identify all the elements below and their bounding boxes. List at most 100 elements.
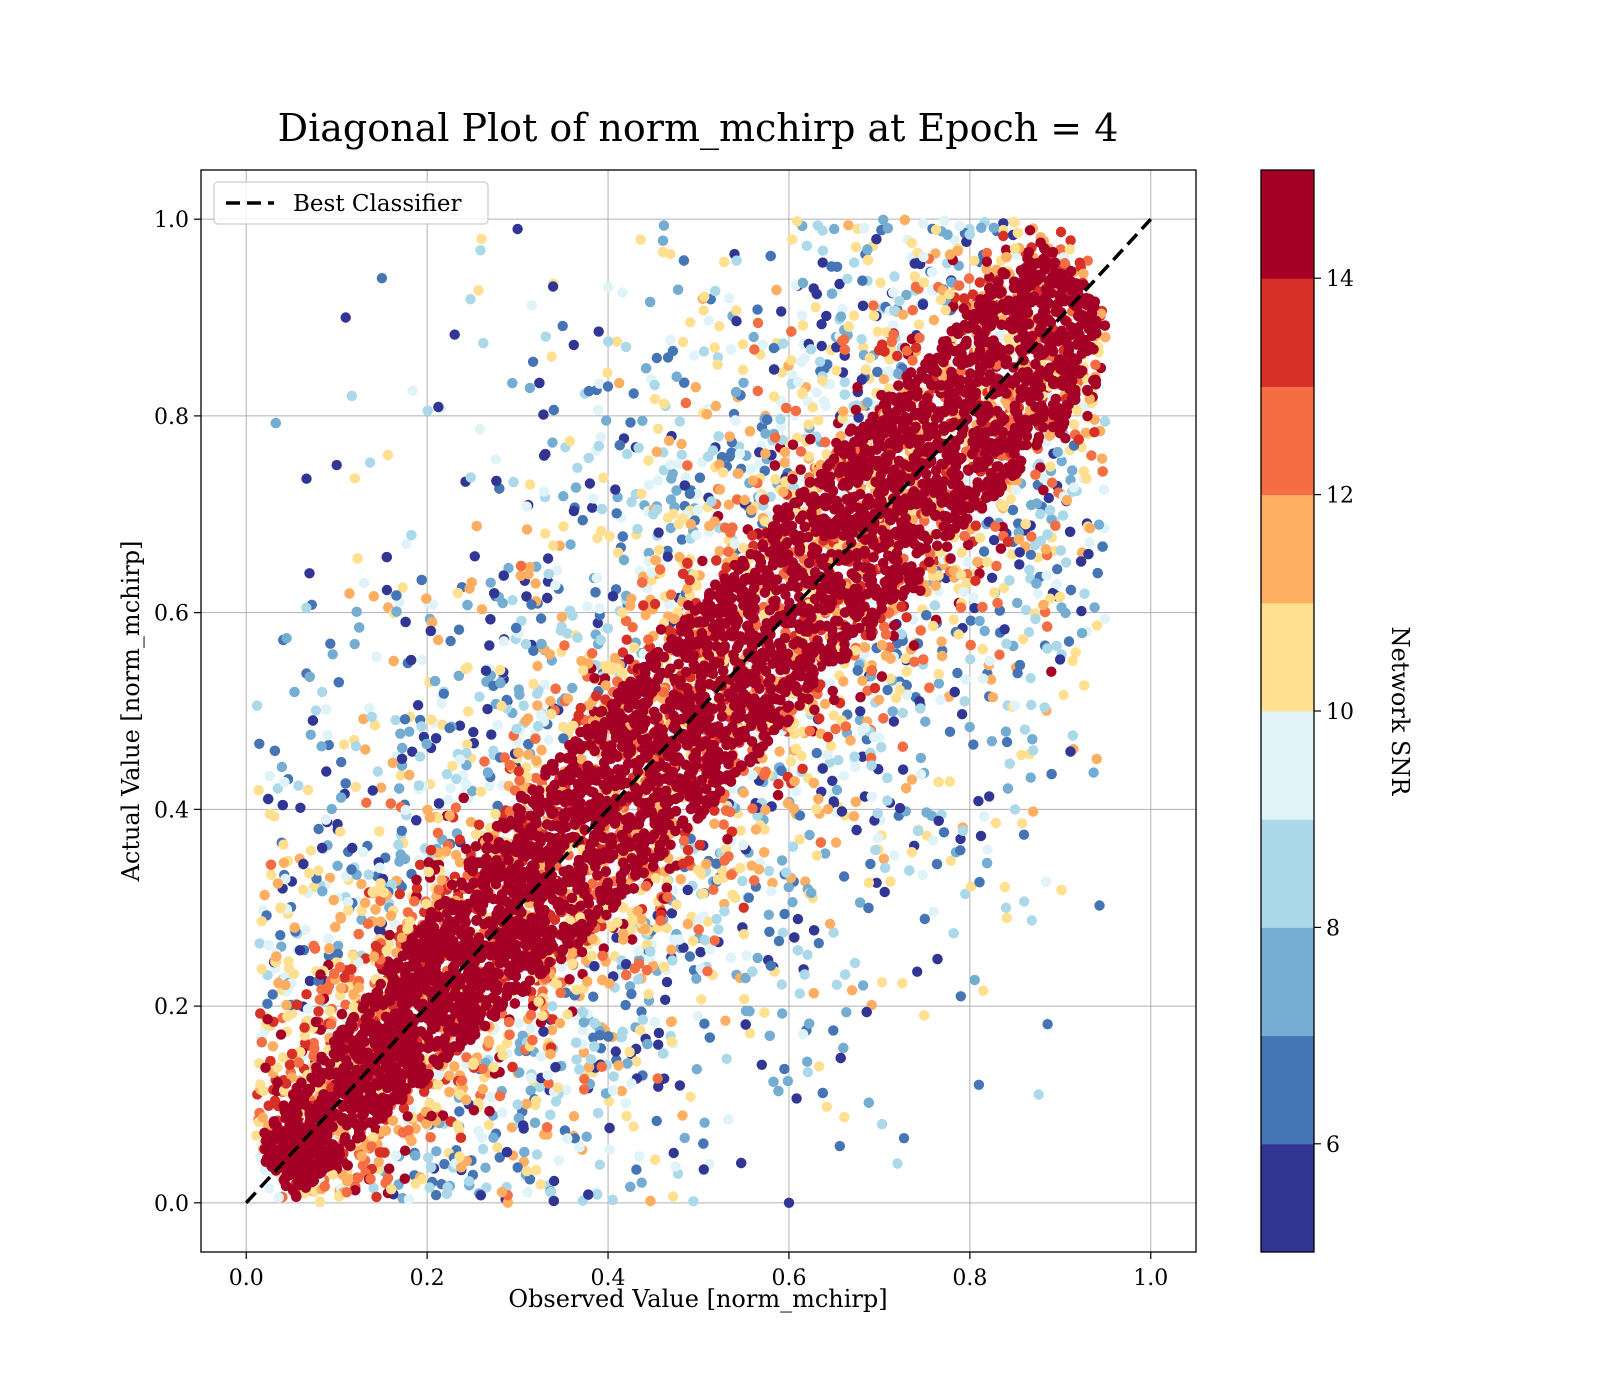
scatter-point <box>820 848 831 859</box>
scatter-point <box>401 538 412 549</box>
scatter-point <box>839 389 850 400</box>
scatter-point <box>787 897 798 908</box>
scatter-point <box>885 876 896 887</box>
scatter-point <box>887 706 898 717</box>
scatter-point <box>765 250 776 262</box>
scatter-point <box>968 739 979 750</box>
scatter-point <box>990 817 1002 829</box>
scatter-point <box>422 405 433 416</box>
scatter-point <box>657 246 669 258</box>
scatter-point <box>976 222 987 233</box>
scatter-point <box>1031 498 1043 509</box>
scatter-point <box>363 869 374 880</box>
scatter-point <box>444 1070 455 1081</box>
scatter-point <box>1035 508 1046 520</box>
scatter-point <box>929 600 941 611</box>
scatter-point <box>394 783 405 794</box>
scatter-point <box>624 1046 635 1058</box>
scatter-point <box>979 625 990 637</box>
scatter-point <box>430 733 442 744</box>
scatter-point <box>621 448 633 460</box>
scatter-point <box>748 331 759 343</box>
scatter-point <box>1020 604 1032 616</box>
scatter-point <box>471 520 482 532</box>
scatter-point <box>771 284 782 296</box>
scatter-point <box>851 824 862 836</box>
scatter-point <box>802 1056 813 1067</box>
scatter-point <box>325 638 336 649</box>
scatter-point <box>277 799 288 811</box>
scatter-point <box>789 932 800 943</box>
scatter-point <box>548 404 559 416</box>
scatter-point <box>519 1146 530 1158</box>
scatter-point <box>429 675 441 687</box>
scatter-point <box>1052 446 1063 458</box>
scatter-point <box>677 336 689 348</box>
scatter-point <box>838 871 850 882</box>
scatter-point <box>1074 257 1086 268</box>
scatter-point <box>1065 235 1076 246</box>
scatter-point <box>635 234 646 245</box>
scatter-point <box>482 703 493 715</box>
scatter-point <box>719 256 730 268</box>
scatter-point <box>1010 485 1022 496</box>
scatter-point <box>667 1191 679 1202</box>
scatter-point <box>442 794 454 805</box>
scatter-point <box>776 367 788 378</box>
scatter-point <box>917 869 928 881</box>
scatter-point <box>320 814 332 825</box>
scatter-point <box>720 1015 731 1026</box>
scatter-point <box>839 1112 850 1123</box>
scatter-point <box>737 364 749 376</box>
scatter-point <box>637 1014 649 1025</box>
scatter-point <box>709 805 720 816</box>
scatter-point <box>636 1006 647 1017</box>
scatter-point <box>888 716 900 727</box>
scatter-point <box>262 998 273 1009</box>
scatter-point <box>439 1158 450 1170</box>
scatter-point <box>703 315 714 326</box>
scatter-point <box>475 1190 486 1201</box>
scatter-point <box>731 316 742 327</box>
scatter-point <box>879 862 891 873</box>
scatter-point <box>484 640 495 651</box>
scatter-point <box>310 705 322 716</box>
scatter-point <box>1018 829 1030 840</box>
scatter-point <box>572 462 583 473</box>
scatter-point <box>405 654 417 666</box>
scatter-point <box>1007 504 1019 516</box>
scatter-point <box>588 991 599 1002</box>
scatter-point <box>547 437 558 448</box>
scatter-point <box>964 721 975 733</box>
scatter-point <box>709 342 720 353</box>
scatter-point <box>666 1016 677 1027</box>
scatter-point <box>849 957 861 969</box>
scatter-point <box>848 310 860 321</box>
scatter-point <box>454 720 466 731</box>
scatter-point <box>864 352 876 364</box>
scatter-point <box>577 515 588 526</box>
scatter-point <box>691 1064 702 1075</box>
scatter-point <box>747 966 758 977</box>
scatter-point <box>955 845 966 856</box>
scatter-point <box>1092 567 1103 579</box>
scatter-point <box>782 1075 794 1087</box>
scatter-point <box>825 740 837 752</box>
scatter-point <box>978 985 989 996</box>
scatter-point <box>547 1001 558 1012</box>
scatter-point <box>920 716 931 727</box>
scatter-point <box>811 803 822 815</box>
scatter-point <box>298 858 309 870</box>
scatter-point <box>607 1194 618 1206</box>
scatter-point <box>817 245 829 256</box>
scatter-point <box>587 502 598 513</box>
scatter-point <box>915 769 926 780</box>
scatter-point <box>930 224 942 235</box>
scatter-point <box>653 527 664 538</box>
scatter-point <box>272 783 283 794</box>
scatter-point <box>1027 734 1038 745</box>
scatter-point <box>699 1117 710 1128</box>
scatter-point <box>430 1189 442 1201</box>
scatter-point <box>518 700 529 711</box>
scatter-point <box>416 574 427 586</box>
